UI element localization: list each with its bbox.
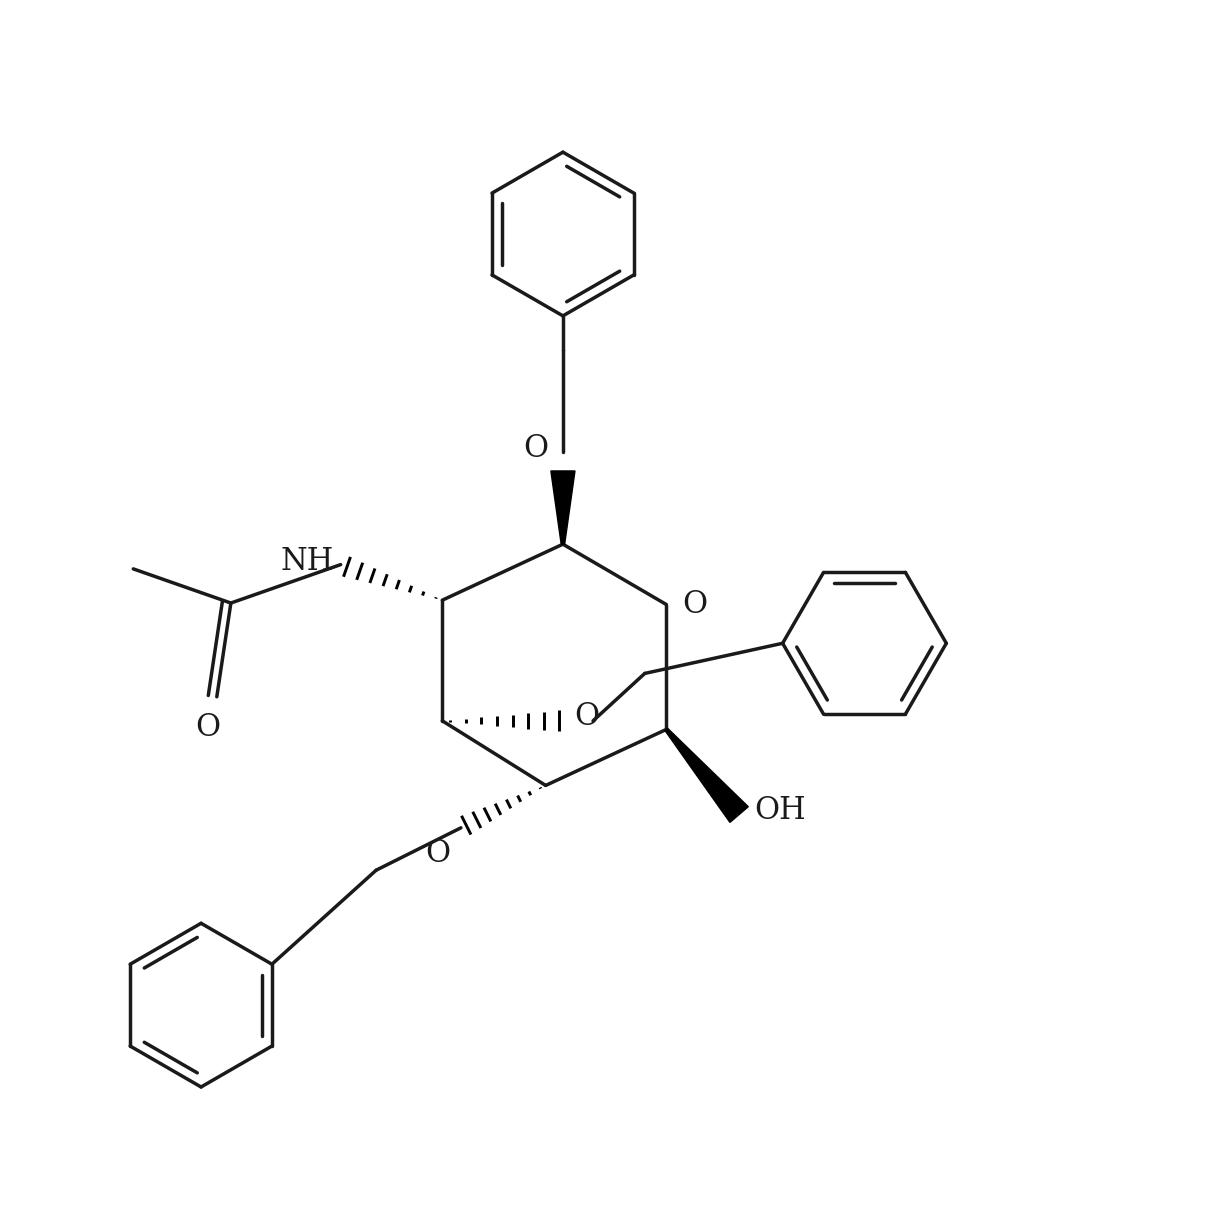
Text: O: O: [522, 433, 548, 464]
Polygon shape: [551, 472, 574, 544]
Text: O: O: [574, 701, 599, 731]
Polygon shape: [665, 728, 748, 822]
Text: O: O: [195, 712, 221, 744]
Text: O: O: [425, 838, 451, 869]
Text: OH: OH: [755, 794, 806, 826]
Text: O: O: [682, 589, 707, 620]
Text: NH: NH: [280, 545, 333, 577]
